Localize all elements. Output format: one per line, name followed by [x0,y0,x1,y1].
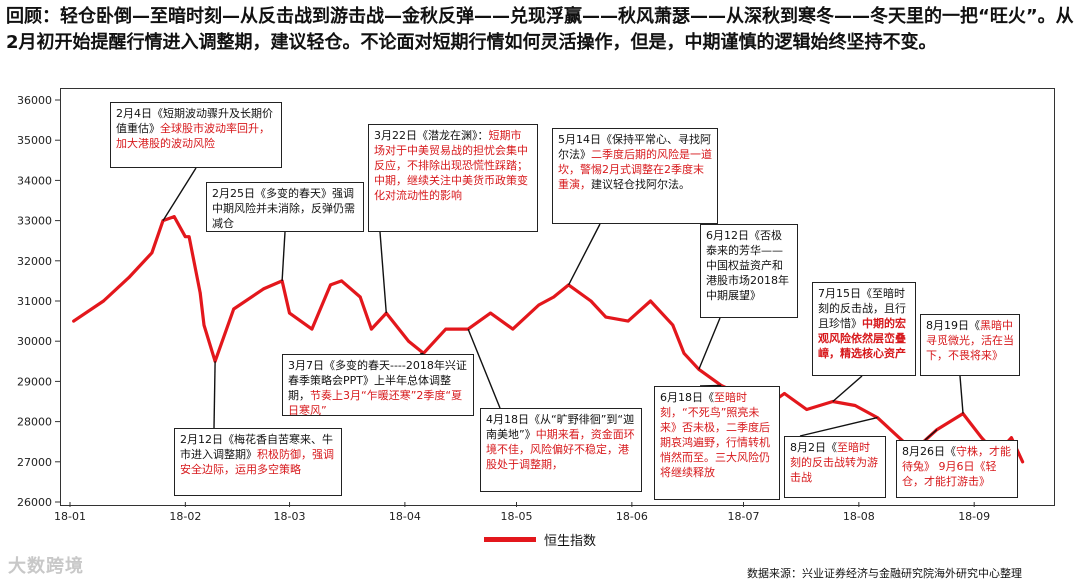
data-point [853,404,857,407]
x-tick-label: 18-01 [54,510,86,523]
callout-connector [567,223,601,286]
page-headline: 回顾：轻仓卧倒—至暗时刻—从反击战到游击战—金秋反弹——兑现浮赢——秋风萧瑟——… [6,6,1074,53]
callout-feb25: 2月25日《多变的春天》强调中期风险并未消除，反弹仍需减仓 [206,182,364,232]
callout-jul15: 7月15日《至暗时刻的反击战，且行且珍惜》中期的宏观风险依然层峦叠嶂，精选核心资… [812,282,916,376]
data-point [340,279,344,283]
watermark-logo: 大数跨境 [8,556,84,577]
y-tick-label: 31000 [17,295,52,308]
chart-legend: 恒生指数 [484,530,596,549]
callout-connector [467,328,501,409]
chart-frame [60,88,1055,506]
data-point [358,295,362,299]
data-point [288,311,291,315]
data-point [262,287,265,291]
data-point [649,299,652,303]
data-point [232,307,236,311]
data-point [682,351,686,355]
data-point [980,436,984,440]
data-point [202,323,206,327]
data-point [172,215,176,218]
callout-jun18: 6月18日《至暗时刻，“不死鸟”照亮未来》否未极，二季度后期哀鸿遍野，行情转机悄… [654,386,780,500]
data-point [369,327,373,331]
data-point [183,235,187,239]
callout-feb4: 2月4日《短期波动骤升及长期价值重估》全球股市波动率回升，加大港股的波动风险 [110,102,282,168]
x-tick-label: 18-09 [958,510,990,523]
x-tick-label: 18-02 [169,510,201,523]
data-point [1021,460,1024,464]
y-tick-label: 27000 [17,456,52,469]
callout-connector [832,375,863,403]
x-tick-label: 18-06 [616,510,648,523]
data-point [102,299,105,303]
data-point [150,251,154,255]
data-point [604,315,608,319]
callout-mar22: 3月22日《潜龙在渊》：短期市场对于中美贸易战的担忧会集中反应，不排除出现恐慌性… [368,124,538,232]
x-tick-label: 18-05 [501,510,533,523]
callout-apr18: 4月18日《从“旷野徘徊”到“迦南美地”》中期来看，资金面环境不佳，风险偏好不稳… [480,408,642,492]
callout-connector [213,361,216,429]
data-point [310,327,314,331]
x-tick-label: 18-08 [843,510,875,523]
data-point [589,299,593,303]
y-tick-label: 29000 [17,375,52,388]
x-tick-label: 18-07 [728,510,760,523]
callout-aug2: 8月2日《至暗时刻的反击战转为游击战 [784,436,886,498]
y-tick-label: 30000 [17,335,52,348]
callout-connector [699,384,722,387]
y-tick-label: 33000 [17,215,52,228]
callout-connector [799,416,878,437]
callout-may14: 5月14日《保持平常心、寻找阿尔法》二季度后期的风险是一道坎，警惕2月式调整在2… [552,128,718,224]
callout-jun12: 6月12日《否极泰来的芳华——中国权益资产和港股市场2018年中期展望》 [700,224,798,318]
data-point [72,319,76,323]
data-point [537,303,541,307]
y-tick-label: 26000 [17,496,52,509]
y-tick-label: 32000 [17,255,52,268]
y-tick-label: 35000 [17,134,52,147]
callout-mar7: 3月7日《多变的春天----2018年兴证春季策略会PPT》上半年总体调整期，节… [282,354,474,416]
data-point [128,275,131,279]
callout-connector [698,317,721,370]
data-point [198,291,202,295]
data-point [626,319,630,323]
data-point [329,283,332,287]
data-point [489,311,492,315]
x-tick-label: 18-04 [389,510,421,523]
data-point [805,408,809,411]
legend-swatch [484,537,536,542]
callout-connector [419,352,424,355]
data-point [407,339,411,343]
data-point [444,327,448,331]
callout-connector [959,375,964,414]
callout-connector [379,231,387,314]
data-point [511,327,515,331]
x-tick-label: 18-03 [274,510,306,523]
data-point [671,323,675,327]
legend-label: 恒生指数 [544,534,597,549]
data-point [187,235,191,239]
data-point [1009,436,1013,440]
data-point [783,392,786,395]
callout-aug19: 8月19日《黑暗中寻觅微光，活在当下，不畏将来》 [920,314,1020,376]
data-point [552,295,556,299]
callout-aug26: 8月26日《守株，才能待兔》 9月6日《轻仓，才能打游击》 [896,440,1018,498]
y-tick-label: 34000 [17,174,52,187]
y-tick-label: 36000 [17,94,52,107]
callout-feb12: 2月12日《梅花香自苦寒来、牛市进入调整期》积极防御，强调安全边际，运用多空策略 [174,428,342,496]
callout-connector [162,167,197,221]
data-source-note: 数据来源：兴业证券经济与金融研究院海外研究中心整理 [747,567,1022,580]
callout-connector [924,429,938,441]
callout-connector [281,231,286,281]
y-tick-label: 28000 [17,416,52,429]
